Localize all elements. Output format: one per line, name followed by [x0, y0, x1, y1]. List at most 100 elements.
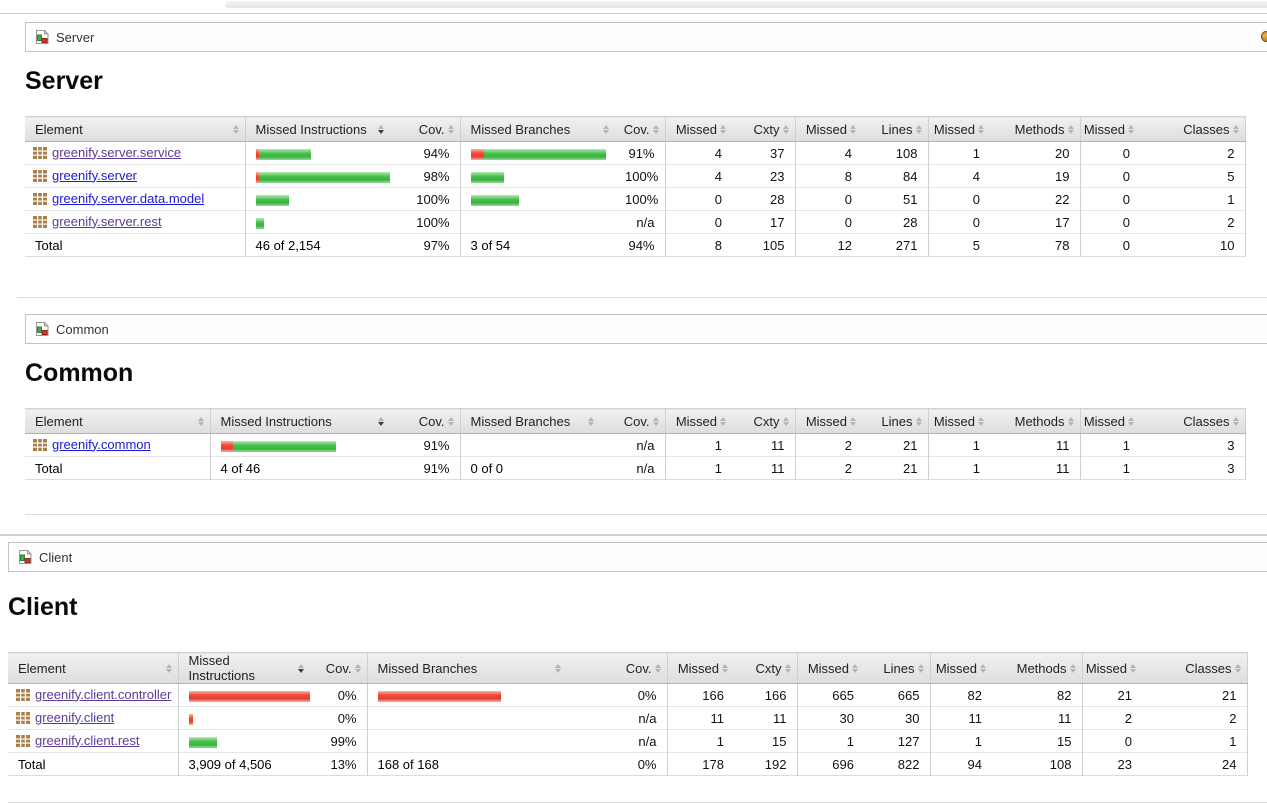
column-header-cov[interactable]: Cov.: [615, 116, 666, 142]
sort-icon: [720, 416, 726, 426]
column-header-missed-branches[interactable]: Missed Branches: [460, 408, 600, 434]
total-missed-methods: 5: [972, 237, 980, 253]
package-link[interactable]: greenify.client.controller: [35, 686, 172, 702]
classes-cell: 5: [1140, 164, 1246, 188]
package-link[interactable]: greenify.common: [52, 436, 151, 452]
top-scrollbar-thumb[interactable]: [225, 1, 1267, 8]
column-header-missed[interactable]: Missed: [665, 116, 732, 142]
breadcrumb: Client: [8, 542, 1267, 572]
sort-icon: [850, 124, 856, 134]
column-header-missed-instructions[interactable]: Missed Instructions: [245, 116, 390, 142]
package-link[interactable]: greenify.server.rest: [52, 213, 162, 229]
sort-icon: [652, 416, 659, 426]
package-icon: [33, 169, 47, 185]
column-header-cxty[interactable]: Cxty: [732, 408, 796, 434]
missed-classes-cell: 1: [1122, 437, 1130, 453]
sort-icon: [1067, 416, 1074, 426]
column-header-missed-branches[interactable]: Missed Branches: [460, 116, 615, 142]
package-link[interactable]: greenify.client.rest: [35, 732, 140, 748]
classes-cell: 2: [1140, 210, 1246, 234]
column-header-cxty[interactable]: Cxty: [732, 116, 796, 142]
missed-methods-cell: 11: [968, 710, 983, 726]
missed-branches-bar-cell: [460, 165, 615, 188]
column-header-missed[interactable]: Missed: [795, 116, 862, 142]
column-header-methods[interactable]: Methods: [992, 652, 1083, 684]
column-header-missed[interactable]: Missed: [930, 652, 992, 684]
missed-lines-cell: 0: [844, 191, 852, 207]
section-server: Server Server Element Missed Instruction…: [17, 0, 1267, 298]
column-header-cov[interactable]: Cov.: [567, 652, 668, 684]
sort-icon: [555, 663, 561, 673]
sort-icon: [1067, 124, 1074, 134]
column-header-lines[interactable]: Lines: [862, 408, 929, 434]
column-header-missed[interactable]: Missed: [667, 652, 734, 684]
lines-cell: 28: [862, 210, 929, 234]
column-header-cov[interactable]: Cov.: [390, 116, 461, 142]
column-header-classes[interactable]: Classes: [1142, 652, 1248, 684]
column-header-element[interactable]: Element: [25, 116, 246, 142]
column-header-missed[interactable]: Missed: [1082, 652, 1142, 684]
column-header-cov[interactable]: Cov.: [600, 408, 666, 434]
sort-icon: [1128, 416, 1134, 426]
column-header-methods[interactable]: Methods: [990, 408, 1081, 434]
column-header-missed[interactable]: Missed: [1080, 408, 1140, 434]
column-header-missed[interactable]: Missed: [928, 116, 990, 142]
branch-coverage-cell: 100%: [615, 164, 666, 188]
column-header-missed[interactable]: Missed: [1080, 116, 1140, 142]
column-header-missed[interactable]: Missed: [797, 652, 864, 684]
table-row: greenify.server.rest 100% n/a 0 17 0 28 …: [25, 210, 1246, 234]
total-missed-classes: 0: [1122, 237, 1130, 253]
column-header-methods[interactable]: Methods: [990, 116, 1081, 142]
column-header-cov[interactable]: Cov.: [310, 652, 368, 684]
sort-icon: [354, 663, 361, 673]
branch-coverage-cell: n/a: [567, 706, 668, 730]
package-link[interactable]: greenify.server: [52, 167, 138, 183]
total-missed-classes: 1: [1122, 460, 1130, 476]
coverage-table: Element Missed Instructions Cov. Missed …: [25, 408, 1246, 480]
page-title: Client: [8, 593, 78, 621]
missed-classes-cell: 0: [1122, 191, 1130, 207]
column-header-missed-instructions[interactable]: Missed Instructions: [178, 652, 310, 684]
sort-icon: [782, 416, 789, 426]
cxty-cell: 15: [734, 729, 798, 753]
missed-methods-cell: 1: [974, 733, 982, 749]
sort-icon: [447, 124, 454, 134]
column-header-lines[interactable]: Lines: [862, 116, 929, 142]
column-header-missed-branches[interactable]: Missed Branches: [367, 652, 567, 684]
page-divider-line: [0, 534, 1267, 536]
column-header-missed[interactable]: Missed: [795, 408, 862, 434]
sort-icon: [1128, 124, 1134, 134]
column-header-cxty[interactable]: Cxty: [734, 652, 798, 684]
column-header-classes[interactable]: Classes: [1140, 408, 1246, 434]
total-missed-cxty: 178: [702, 756, 724, 772]
column-header-missed-instructions[interactable]: Missed Instructions: [210, 408, 390, 434]
column-header-element[interactable]: Element: [25, 408, 211, 434]
column-header-missed[interactable]: Missed: [928, 408, 990, 434]
cxty-cell: 166: [734, 683, 798, 707]
total-row: Total 4 of 46 91% 0 of 0 n/a 1 11 2 21 1…: [25, 456, 1246, 480]
missed-methods-cell: 0: [972, 214, 980, 230]
package-link[interactable]: greenify.server.service: [52, 144, 182, 160]
column-header-lines[interactable]: Lines: [864, 652, 931, 684]
missed-instructions-bar-cell: [210, 434, 390, 457]
missed-lines-cell: 665: [832, 687, 854, 703]
package-icon: [16, 688, 30, 704]
column-header-cov[interactable]: Cov.: [390, 408, 461, 434]
total-methods: 78: [990, 233, 1081, 257]
coverage-table: Element Missed Instructions Cov. Missed …: [25, 116, 1246, 257]
sessions-icon[interactable]: [1261, 31, 1267, 42]
missed-lines-cell: 2: [844, 437, 852, 453]
sort-icon: [1232, 416, 1239, 426]
header-row: Element Missed Instructions Cov. Missed …: [25, 408, 1246, 434]
sort-icon: [603, 124, 609, 134]
column-header-missed[interactable]: Missed: [665, 408, 732, 434]
package-link[interactable]: greenify.server.data.model: [52, 190, 205, 206]
column-header-element[interactable]: Element: [8, 652, 179, 684]
breadcrumb: Server: [25, 22, 1267, 52]
total-cxty: 105: [732, 233, 796, 257]
package-link[interactable]: greenify.client: [35, 709, 115, 725]
branch-coverage-cell: n/a: [600, 433, 666, 457]
table-row: greenify.common 91% n/a 1 11 2 21 1 11 1…: [25, 433, 1246, 457]
column-header-classes[interactable]: Classes: [1140, 116, 1246, 142]
total-classes: 10: [1140, 233, 1246, 257]
